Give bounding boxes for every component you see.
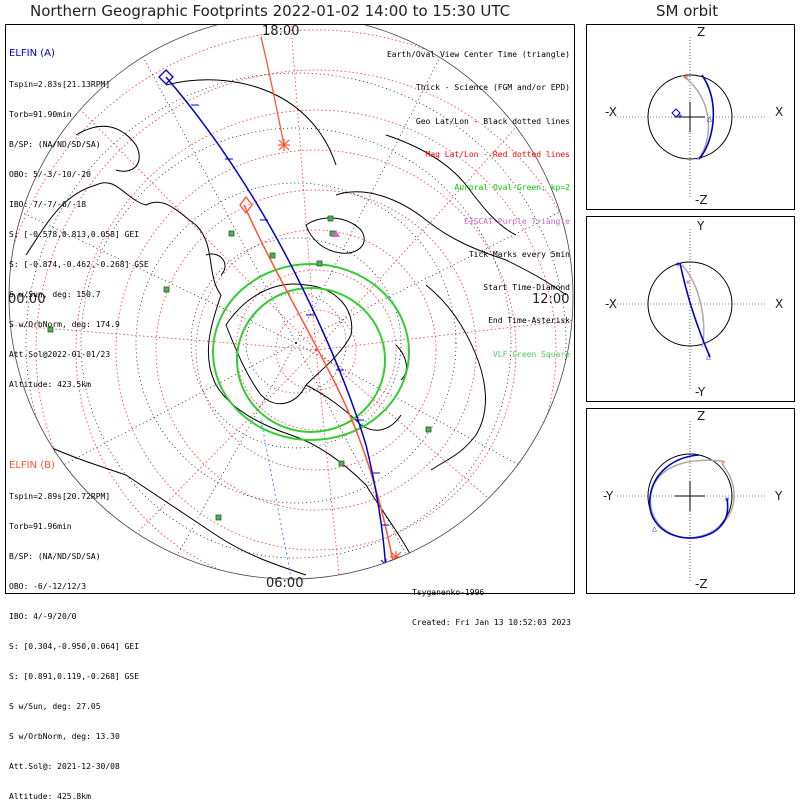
- svg-text:*: *: [685, 279, 691, 290]
- elfin-b-line: B/SP: (NA/ND/SD/SA): [9, 552, 101, 561]
- legend-item: Auroral Oval-Green, kp=2: [454, 183, 570, 193]
- elfin-b-track: [239, 36, 402, 578]
- hour-label-bottom: 06:00: [266, 576, 304, 591]
- svg-text:*: *: [720, 459, 726, 470]
- elfin-a-projection: [260, 419, 295, 579]
- footer: Tsyganenko-1996 Created: Fri Jan 13 10:5…: [412, 568, 571, 638]
- created-label: Created: Fri Jan 13 10:52:03 2023: [412, 618, 571, 627]
- svg-text:△: △: [706, 352, 711, 361]
- legend-item: Thick - Science (FGM and/or EPD): [415, 83, 570, 93]
- vlf-stations: [47, 215, 432, 521]
- elfin-b-name: ELFIN (B): [9, 460, 55, 471]
- svg-text:*: *: [683, 74, 689, 85]
- elfin-b-line: S w/OrbNorm, deg: 13.30: [9, 732, 120, 741]
- legend-item: Geo Lat/Lon - Black dotted lines: [415, 116, 570, 126]
- mag-lon-lines: [9, 25, 573, 579]
- elfin-b-line: Att.Sol@: 2021-12-30/08: [9, 762, 120, 771]
- sm-plot-xy: * * △: [617, 229, 767, 389]
- elfin-b-line: Tspin=2.89s[20.72RPM]: [9, 492, 111, 501]
- elfin-a-line: Altitude: 423.5km: [9, 380, 91, 389]
- elfin-b-line: IBO: 4/-9/20/0: [9, 612, 77, 621]
- hour-label-left: 00:00: [8, 292, 46, 307]
- hour-label-right: 12:00: [532, 292, 570, 307]
- svg-text:△: △: [652, 524, 657, 533]
- sm-orbit-title: SM orbit: [656, 2, 719, 20]
- svg-text:△: △: [707, 114, 712, 123]
- page-title: Northern Geographic Footprints 2022-01-0…: [30, 2, 511, 20]
- elfin-a-line: Torb=91.90min: [9, 110, 72, 119]
- legend-item: End Time-Asterisk: [488, 316, 570, 326]
- sm-plot-yz: * * △: [617, 421, 767, 581]
- elfin-a-line: IBO: 7/-7/-6/-18: [9, 200, 87, 209]
- elfin-a-line: S: [-0.874,-0.462,-0.268] GSE: [9, 260, 149, 269]
- elfin-a-line: OBO: 5/-3/-10/-20: [9, 170, 91, 179]
- legend-item: Earth/Oval View Center Time (triangle): [386, 50, 570, 60]
- sm-panel-xz: * * △ Z -Z -X X: [586, 24, 795, 210]
- elfin-a-info: ELFIN (A) Tspin=2.83s[21.13RPM] Torb=91.…: [9, 28, 149, 400]
- svg-text:*: *: [724, 496, 730, 507]
- footprint-map-frame: [5, 24, 575, 594]
- legend: Earth/Oval View Center Time (triangle) T…: [387, 27, 570, 371]
- sm3-bottom: -Z: [695, 577, 708, 591]
- sm3-top: Z: [697, 409, 706, 423]
- sm2-right: X: [775, 297, 784, 311]
- svg-text:*: *: [677, 113, 683, 124]
- mag-lat-rings: [9, 29, 573, 579]
- model-label: Tsyganenko-1996: [412, 588, 485, 597]
- elfin-a-name: ELFIN (A): [9, 48, 55, 59]
- sm1-top: Z: [697, 25, 706, 39]
- hour-label-top: 18:00: [262, 24, 300, 39]
- elfin-b-info: ELFIN (B) Tspin=2.89s[20.72RPM] Torb=91.…: [9, 440, 139, 812]
- svg-text:*: *: [675, 261, 681, 272]
- legend-item: Tick Marks every 5min: [468, 249, 570, 259]
- elfin-a-line: Att.Sol@2022-01-01/23: [9, 350, 111, 359]
- sm-panel-yz: * * △ Z -Z -Y Y: [586, 408, 795, 594]
- sm2-bottom: -Y: [695, 385, 706, 399]
- elfin-b-line: S: [0.891,0.119,-0.268] GSE: [9, 672, 140, 681]
- auroral-oval: [212, 263, 410, 441]
- footprint-map: [8, 25, 574, 580]
- elfin-b-line: Altitude: 425.8km: [9, 792, 91, 801]
- elfin-a-line: S: [-0.578,0.813,0.058] GEI: [9, 230, 140, 239]
- sm2-left: -X: [605, 297, 617, 311]
- elfin-a-line: S w/Sun, deg: 150.7: [9, 290, 101, 299]
- elfin-a-line: B/SP: (NA/ND/SD/SA): [9, 140, 101, 149]
- coastlines: [25, 79, 567, 579]
- sm1-left: -X: [605, 105, 617, 119]
- sm-panel-xy: * * △ Y -Y -X X: [586, 216, 795, 402]
- legend-item: Mag Lat/Lon - Red dotted lines: [425, 150, 571, 160]
- sm3-right: Y: [775, 489, 783, 503]
- elfin-b-line: OBO: -6/-12/12/3: [9, 582, 87, 591]
- legend-item: EISCAT-Purple Triangle: [464, 216, 570, 226]
- sm-plot-xz: * * △: [617, 37, 767, 197]
- eiscat-triangle: [332, 230, 340, 237]
- elfin-a-track: [158, 69, 392, 574]
- map-boundary: [8, 25, 574, 580]
- legend-item: VLF-Green Square: [492, 349, 570, 359]
- sm1-right: X: [775, 105, 784, 119]
- elfin-a-line: S w/OrbNorm, deg: 174.9: [9, 320, 120, 329]
- legend-item: Start Time-Diamond: [483, 283, 570, 293]
- elfin-b-line: Torb=91.96min: [9, 522, 72, 531]
- sm3-left: -Y: [603, 489, 614, 503]
- elfin-b-line: S w/Sun, deg: 27.05: [9, 702, 101, 711]
- sm2-top: Y: [697, 219, 705, 233]
- elfin-a-line: Tspin=2.83s[21.13RPM]: [9, 80, 111, 89]
- sm1-bottom: -Z: [695, 193, 708, 207]
- elfin-b-line: S: [0.304,-0.950,0.064] GEI: [9, 642, 140, 651]
